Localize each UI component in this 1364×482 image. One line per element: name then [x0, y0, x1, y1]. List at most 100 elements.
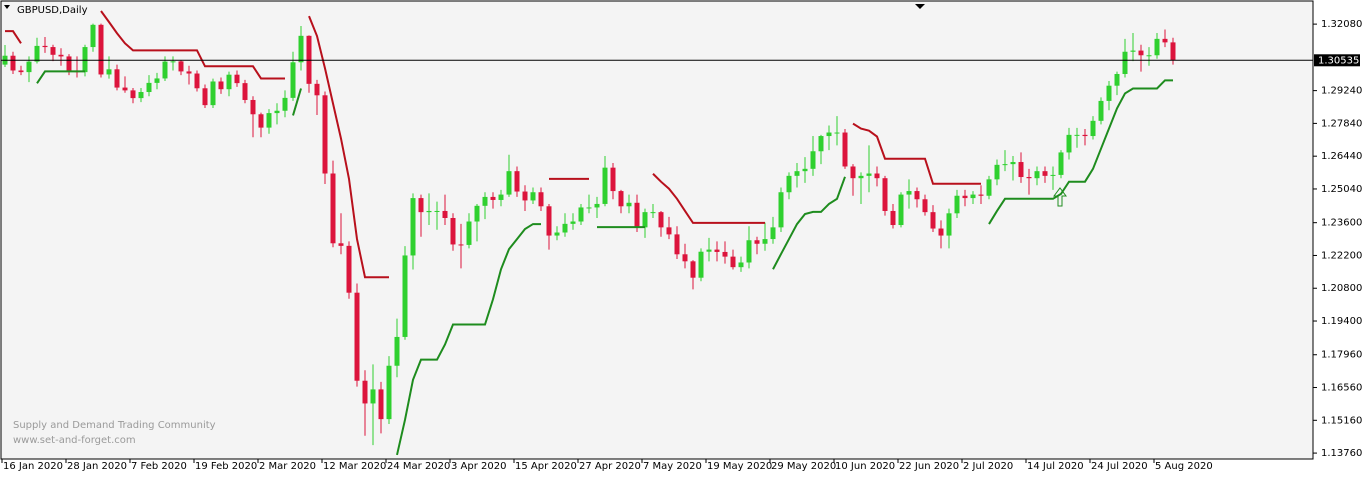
candle-body	[450, 217, 456, 245]
candle-body	[418, 198, 424, 213]
candle-body	[1002, 164, 1008, 166]
candle-body	[786, 175, 792, 193]
y-tick-label: 1.27840	[1321, 118, 1362, 129]
y-tick-label: 1.13760	[1321, 448, 1362, 459]
candle-body	[634, 202, 640, 228]
candle-body	[338, 243, 344, 246]
candle-body	[986, 179, 992, 196]
indicator-line	[988, 79, 1173, 225]
watermark-line: www.set-and-forget.com	[13, 435, 136, 446]
x-tick-label: 2 Jul 2020	[963, 461, 1013, 472]
candle-body	[538, 192, 544, 207]
candle-body	[898, 194, 904, 226]
candle-body	[314, 83, 320, 96]
candle-body	[42, 45, 48, 48]
y-tick-label: 1.15160	[1321, 415, 1362, 426]
candle-body	[266, 113, 272, 128]
candle-body	[650, 212, 656, 214]
candle-body	[978, 194, 984, 196]
candle-body	[178, 61, 184, 72]
candle-body	[130, 90, 136, 99]
candle-body	[922, 199, 928, 213]
candle-body	[1122, 51, 1128, 74]
candle-body	[106, 69, 112, 75]
candle-body	[690, 261, 696, 278]
x-tick-label: 27 Apr 2020	[579, 461, 641, 472]
candle-body	[434, 210, 440, 212]
candle-body	[754, 240, 760, 244]
candle-body	[938, 228, 944, 236]
x-tick-label: 15 Apr 2020	[515, 461, 577, 472]
candle-body	[618, 191, 624, 207]
candle-body	[746, 240, 752, 263]
current-price-box	[1314, 54, 1360, 67]
candle-body	[170, 61, 176, 63]
candle-body	[842, 132, 848, 167]
x-tick-label: 22 Jun 2020	[899, 461, 959, 472]
candle-body	[1162, 38, 1168, 43]
candle-body	[410, 198, 416, 256]
x-tick-label: 14 Jul 2020	[1027, 461, 1084, 472]
y-tick-label: 1.19400	[1321, 316, 1362, 327]
candle-body	[394, 336, 400, 366]
y-tick-label: 1.32080	[1321, 19, 1362, 30]
y-tick-label: 1.29240	[1321, 86, 1362, 97]
chart-title: GBPUSD,Daily	[17, 5, 88, 16]
indicator-line	[100, 10, 285, 80]
candle-body	[234, 74, 240, 84]
candle-body	[1170, 42, 1176, 60]
candle-body	[330, 173, 336, 244]
candle-body	[858, 175, 864, 179]
x-tick-label: 10 Jun 2020	[835, 461, 895, 472]
candle-body	[882, 178, 888, 211]
indicator-line	[36, 70, 85, 84]
candle-body	[866, 173, 872, 176]
candle-body	[202, 88, 208, 106]
indicator-line	[308, 15, 389, 279]
candle-body	[114, 69, 120, 88]
x-tick-label: 12 Mar 2020	[323, 461, 386, 472]
y-tick-label: 1.16560	[1321, 383, 1362, 394]
candle-body	[1042, 171, 1048, 176]
candle-body	[1154, 38, 1160, 56]
candle-body	[530, 192, 536, 201]
candle-body	[490, 196, 496, 200]
candle-body	[850, 166, 856, 179]
candle-body	[378, 389, 384, 420]
indicator-line	[396, 223, 541, 456]
candle-body	[522, 191, 528, 201]
x-tick-label: 28 Jan 2020	[67, 461, 127, 472]
candle-body	[58, 54, 64, 57]
candle-body	[1050, 174, 1056, 176]
x-tick-label: 24 Mar 2020	[387, 461, 450, 472]
shift-marker	[915, 4, 925, 9]
signal-arrow	[1053, 187, 1067, 207]
candle-body	[474, 205, 480, 222]
candle-body	[258, 114, 264, 128]
y-tick-label: 1.26440	[1321, 151, 1362, 162]
candle-body	[50, 47, 56, 55]
candle-body	[162, 61, 168, 79]
x-tick-label: 19 May 2020	[707, 461, 772, 472]
candle-body	[1106, 85, 1112, 101]
candle-body	[1074, 134, 1080, 136]
menu-arrow[interactable]	[4, 5, 10, 9]
candle-body	[642, 212, 648, 228]
watermark-line: Supply and Demand Trading Community	[13, 420, 216, 431]
indicator-line	[5, 30, 22, 44]
candle-body	[906, 191, 912, 195]
candle-body	[698, 251, 704, 278]
y-tick-label: 1.25040	[1321, 184, 1362, 195]
candle-body	[250, 99, 256, 115]
candle-body	[186, 71, 192, 74]
candle-body	[1114, 73, 1120, 86]
candle-body	[226, 74, 232, 90]
candle-body	[706, 249, 712, 252]
candle-body	[482, 196, 488, 206]
indicator-line	[652, 173, 765, 224]
candle-body	[602, 167, 608, 204]
candle-body	[810, 151, 816, 169]
candle-body	[626, 202, 632, 207]
candle-body	[914, 191, 920, 200]
candle-body	[1058, 152, 1064, 175]
